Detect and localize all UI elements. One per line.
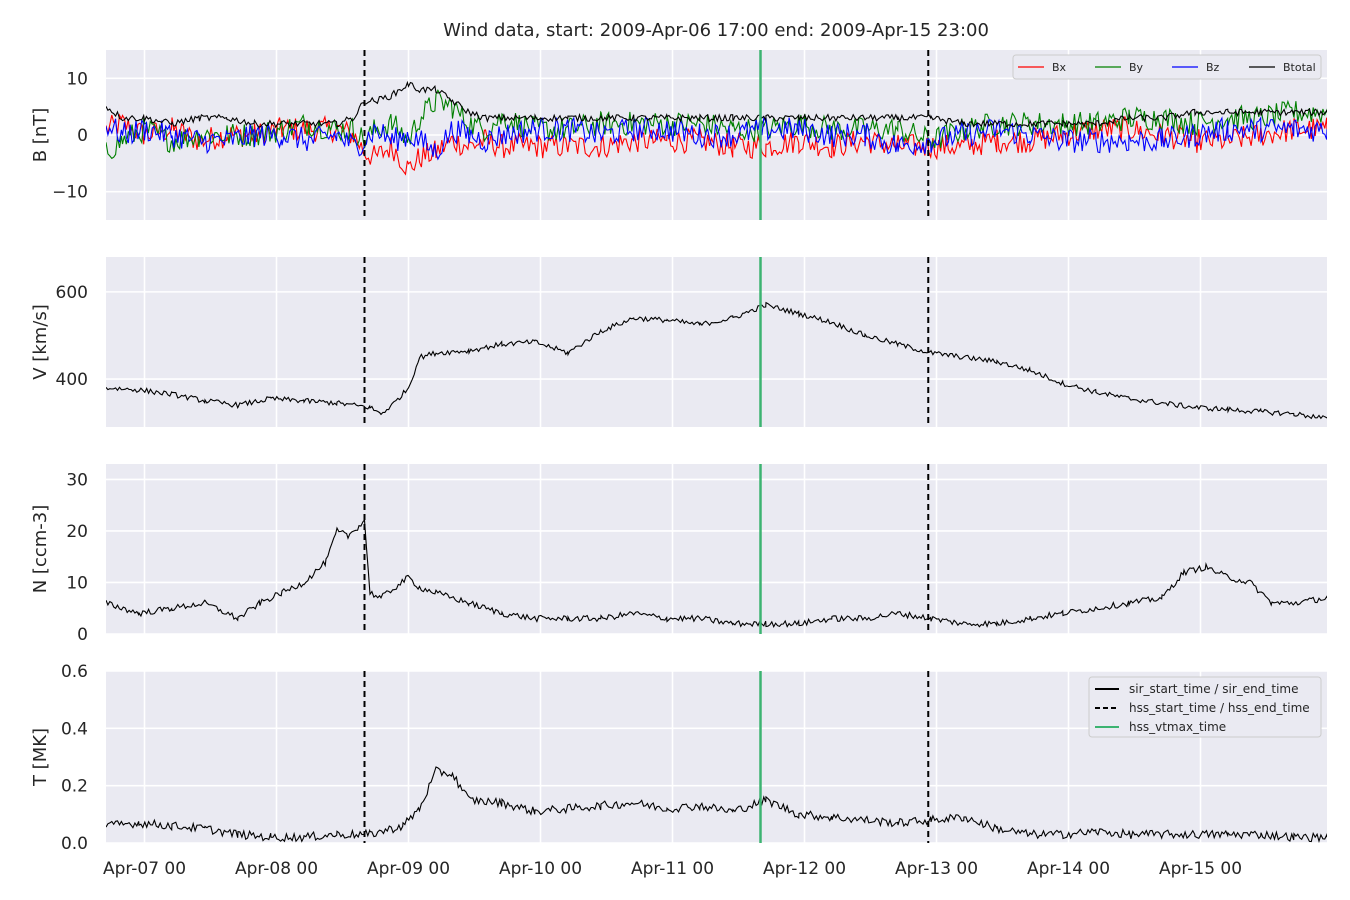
x-tick-label: Apr-11 00 xyxy=(631,859,714,879)
y-axis-label: T [MK] xyxy=(30,728,51,787)
panel-background xyxy=(106,257,1327,427)
y-tick-label: 0.6 xyxy=(61,662,88,682)
legend-events: sir_start_time / sir_end_time hss_start_t… xyxy=(1088,676,1322,738)
y-tick-label: 0.4 xyxy=(61,719,88,739)
legend-label-bz: Bz xyxy=(1206,61,1220,74)
legend-frame xyxy=(1088,676,1322,738)
y-tick-label: 30 xyxy=(66,470,88,490)
y-tick-label: 0.2 xyxy=(61,777,88,797)
y-axis-label: V [km/s] xyxy=(30,304,51,379)
series-group xyxy=(106,80,1327,176)
legend-frame xyxy=(1012,54,1322,80)
x-tick-label: Apr-08 00 xyxy=(235,859,318,879)
series-line-bz xyxy=(106,115,1327,161)
x-tick-label: Apr-10 00 xyxy=(499,859,582,879)
x-tick-label: Apr-13 00 xyxy=(895,859,978,879)
x-tick-label: Apr-15 00 xyxy=(1159,859,1242,879)
series-group xyxy=(106,766,1327,843)
legend-label-event: hss_vtmax_time xyxy=(1129,720,1226,734)
y-tick-label: 0 xyxy=(77,126,88,146)
series-line-data xyxy=(106,301,1327,420)
legend-label-event: sir_start_time / sir_end_time xyxy=(1129,682,1299,696)
y-axis-label: B [nT] xyxy=(30,108,51,163)
y-tick-label: 20 xyxy=(66,522,88,542)
legend-label-bx: Bx xyxy=(1052,61,1067,74)
series-group xyxy=(106,301,1327,420)
series-group xyxy=(106,518,1327,629)
legend-label-event: hss_start_time / hss_end_time xyxy=(1129,701,1310,715)
y-tick-label: −10 xyxy=(52,183,88,203)
series-line-data xyxy=(106,766,1327,843)
panel-4: 0.0 0.2 0.4 0.6 T [MK] xyxy=(30,662,1327,854)
x-tick-label: Apr-12 00 xyxy=(763,859,846,879)
y-axis-label: N [ccm-3] xyxy=(30,505,51,594)
y-tick-label: 0 xyxy=(77,625,88,645)
y-tick-label: 10 xyxy=(66,69,88,89)
y-tick-label: 10 xyxy=(66,573,88,593)
x-tick-label: Apr-07 00 xyxy=(103,859,186,879)
panel-background xyxy=(106,464,1327,634)
legend-label-by: By xyxy=(1129,61,1144,74)
y-tick-label: 400 xyxy=(56,370,88,390)
y-tick-label: 600 xyxy=(56,283,88,303)
legend-b-field: Bx By Bz Btotal xyxy=(1012,54,1322,80)
figure-title: Wind data, start: 2009-Apr-06 17:00 end:… xyxy=(443,20,989,41)
series-line-data xyxy=(106,518,1327,629)
x-tick-label: Apr-09 00 xyxy=(367,859,450,879)
series-line-btotal xyxy=(106,80,1327,129)
panel-3: 0 10 20 30 N [ccm-3] xyxy=(30,464,1327,645)
legend-label-btotal: Btotal xyxy=(1283,61,1316,74)
y-tick-label: 0.0 xyxy=(61,834,88,854)
x-tick-label: Apr-14 00 xyxy=(1027,859,1110,879)
series-line-by xyxy=(106,89,1327,160)
